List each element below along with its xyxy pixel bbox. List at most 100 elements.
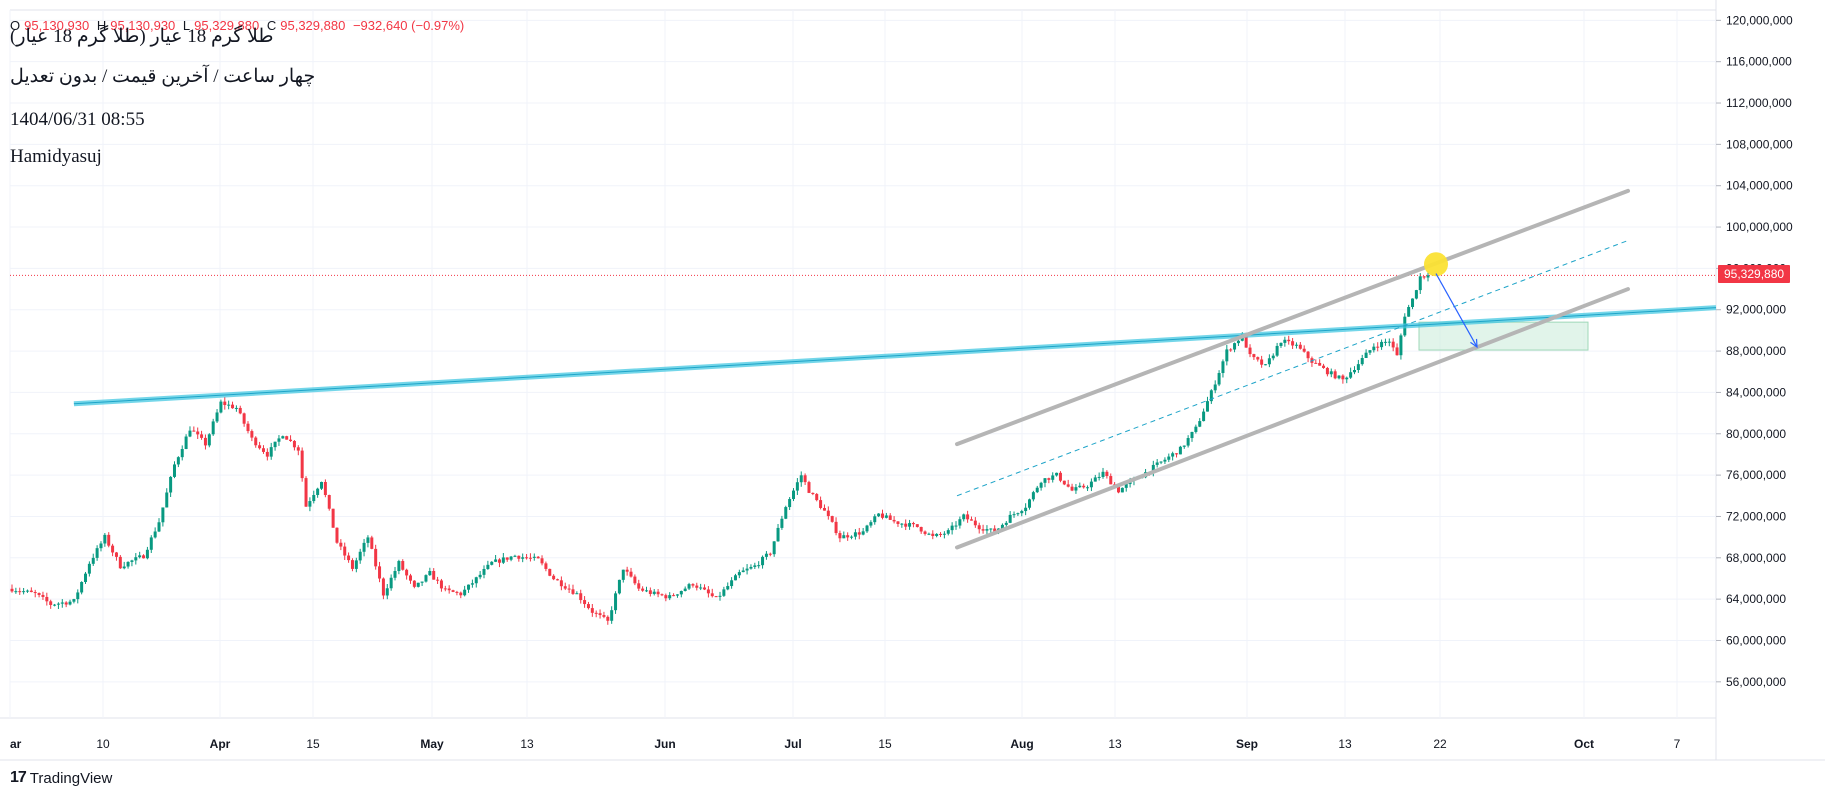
- price-tick-label: 104,000,000: [1726, 179, 1793, 193]
- time-tick-label: Jul: [784, 737, 801, 751]
- candle-body: [884, 515, 888, 518]
- candle-body: [788, 499, 792, 508]
- candle-body: [1101, 471, 1105, 477]
- candle-body: [292, 440, 296, 448]
- candle-body: [540, 558, 544, 564]
- candle-body: [29, 590, 33, 593]
- candle-body: [405, 569, 409, 576]
- candle-body: [857, 532, 861, 535]
- candle-body: [416, 582, 420, 587]
- candle-body: [1368, 350, 1372, 353]
- candle-body: [126, 561, 130, 567]
- symbol-title: طلا گرم 18 عیار (طلا گرم 18 عیار): [10, 26, 274, 47]
- candle-body: [219, 401, 223, 413]
- candle-body: [1020, 511, 1024, 514]
- candle-body: [861, 531, 865, 535]
- time-axis[interactable]: ar 10 Apr 15 May 13 Jun Jul 15 Aug 13 Sep 13 22 Oct 7: [10, 737, 1681, 751]
- candle-body: [660, 594, 664, 596]
- candle-body: [1221, 361, 1225, 374]
- projection-arrow-line: [1435, 273, 1478, 348]
- candle-body: [478, 574, 482, 578]
- candle-body: [1236, 340, 1240, 344]
- candle-body: [1217, 373, 1221, 385]
- candle-body: [946, 530, 950, 534]
- candle-body: [888, 515, 892, 520]
- candle-body: [1124, 484, 1128, 488]
- candle-body: [1287, 339, 1291, 342]
- candle-body: [312, 494, 316, 502]
- candle-body: [633, 576, 637, 584]
- candle-body: [521, 557, 525, 559]
- candle-body: [1387, 341, 1391, 343]
- candle-body: [842, 535, 846, 539]
- channel-upper-line: [955, 188, 1630, 447]
- candle-body: [556, 579, 560, 581]
- candle-body: [590, 608, 594, 613]
- candle-body: [1155, 462, 1159, 465]
- last-price-tag: 95,329,880: [1718, 265, 1791, 284]
- candle-body: [1372, 346, 1376, 351]
- candle-body: [22, 591, 26, 593]
- candle-body: [1109, 476, 1113, 485]
- candle-body: [1086, 487, 1090, 489]
- candle-body: [780, 518, 784, 528]
- price-tick-label: 108,000,000: [1726, 137, 1793, 151]
- candle-body: [958, 519, 962, 526]
- candle-body: [1283, 339, 1287, 343]
- candle-body: [196, 431, 200, 435]
- candle-body: [706, 589, 710, 594]
- highlight-marker: [1424, 252, 1448, 277]
- candle-body: [1051, 475, 1055, 480]
- candle-body: [87, 563, 91, 574]
- candle-body: [350, 560, 354, 569]
- price-tick-label: 68,000,000: [1726, 551, 1786, 565]
- candle-body: [834, 521, 838, 534]
- candle-body: [455, 591, 459, 593]
- candle-body: [513, 555, 517, 557]
- candle-body: [764, 553, 768, 557]
- candle-body: [451, 590, 455, 592]
- candle-body: [892, 519, 896, 522]
- candle-body: [296, 447, 300, 451]
- time-tick-label: 13: [520, 737, 534, 751]
- candle-body: [819, 500, 823, 508]
- candle-body: [908, 523, 912, 527]
- candle-body: [826, 510, 830, 517]
- candle-body: [1035, 487, 1039, 493]
- candle-body: [1318, 362, 1322, 366]
- candle-body: [211, 421, 215, 435]
- candle-body: [648, 590, 652, 594]
- candle-body: [149, 537, 153, 550]
- candle-body: [459, 592, 463, 596]
- candle-body: [91, 557, 95, 564]
- candle-body: [1325, 367, 1329, 375]
- candle-body: [722, 589, 726, 596]
- candle-body: [811, 492, 815, 495]
- candle-body: [343, 546, 347, 556]
- time-tick-label: Apr: [210, 737, 231, 751]
- candle-body: [610, 610, 614, 621]
- channel-lower-line: [955, 287, 1630, 550]
- candle-body: [1186, 438, 1190, 446]
- candle-body: [853, 532, 857, 537]
- candle-body: [567, 588, 571, 590]
- candle-body: [710, 593, 714, 597]
- candle-body: [130, 560, 134, 562]
- candle-body: [188, 430, 192, 437]
- candle-body: [1058, 472, 1062, 481]
- candle-body: [482, 568, 486, 575]
- candle-body: [14, 591, 18, 593]
- tradingview-logo[interactable]: 17 TradingView: [10, 769, 112, 787]
- candle-body: [1271, 355, 1275, 359]
- candle-body: [598, 613, 602, 616]
- candle-body: [733, 575, 737, 581]
- price-axis[interactable]: 56,000,000 60,000,000 64,000,000 68,000,000…: [1716, 13, 1793, 689]
- candle-body: [617, 579, 621, 594]
- close-value: 95,329,880: [280, 18, 346, 33]
- candle-body: [428, 570, 432, 576]
- candle-body: [1356, 364, 1360, 370]
- candle-body: [1314, 362, 1318, 364]
- high-value: 95,130,930: [110, 18, 176, 33]
- candle-body: [486, 564, 490, 569]
